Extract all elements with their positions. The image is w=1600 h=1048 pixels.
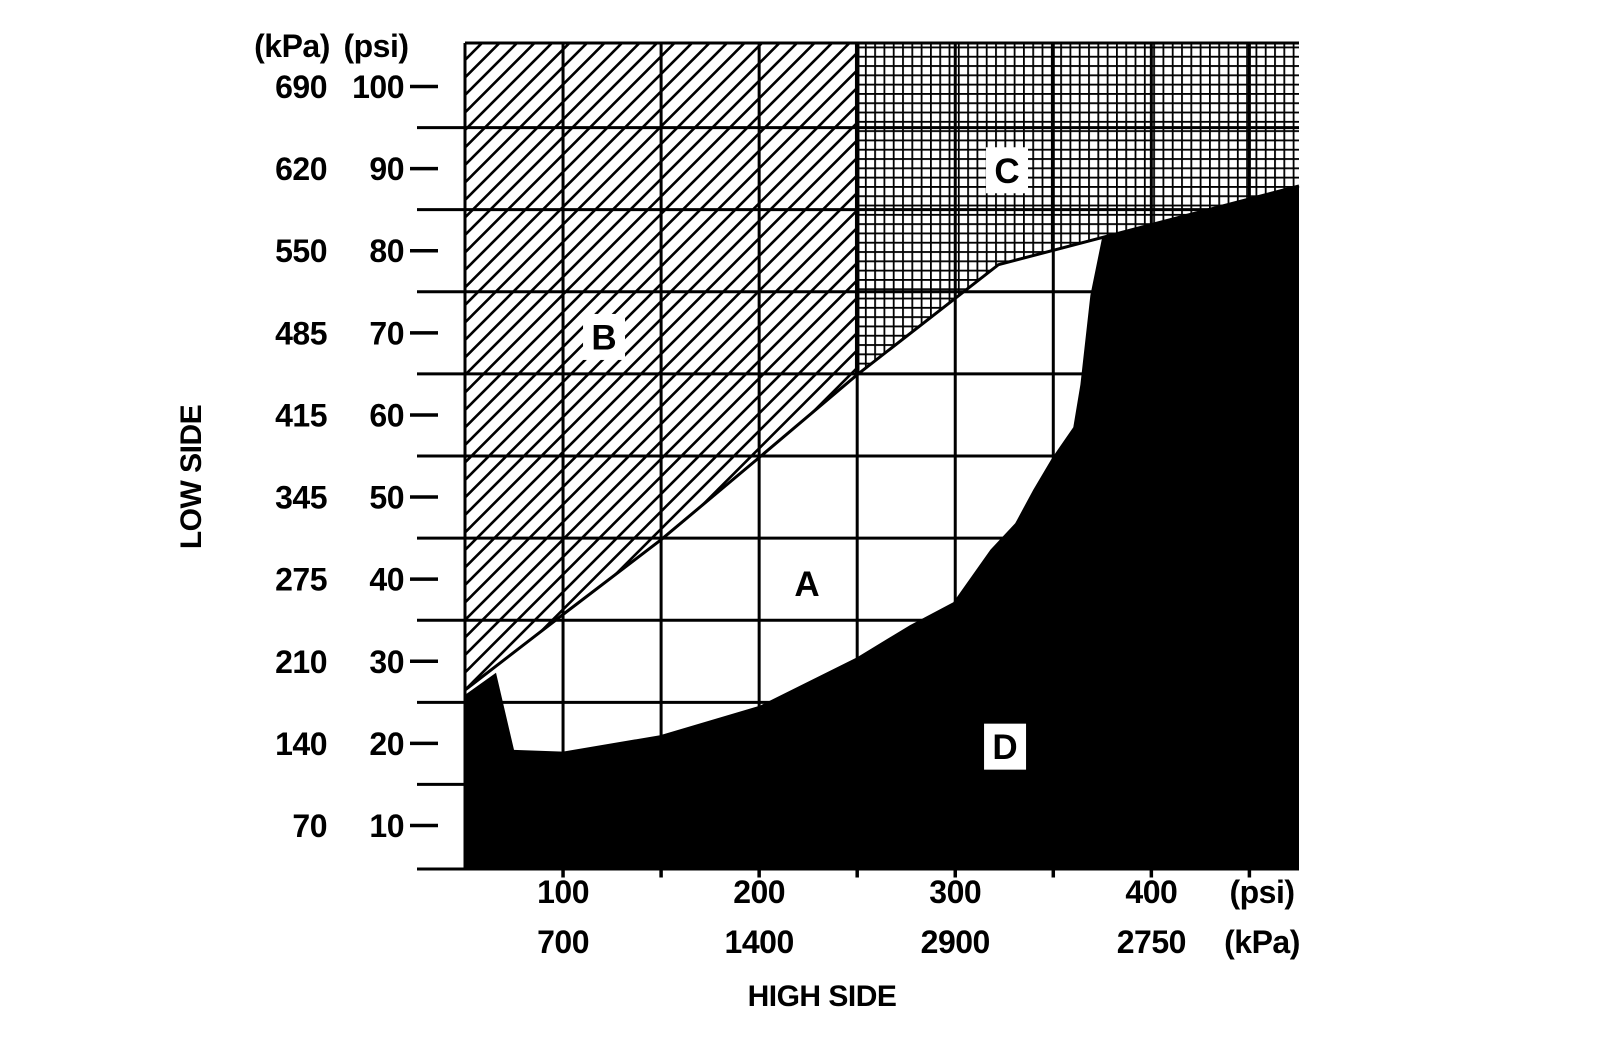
y-tick-psi-label: 60: [369, 397, 404, 433]
region-label-box-d: [984, 723, 1027, 770]
x-tick-kpa-label: 2750: [1117, 924, 1186, 960]
x-axis-title: HIGH SIDE: [748, 980, 897, 1013]
y-tick-psi-label: 90: [369, 151, 404, 187]
y-tick-kpa-label: 485: [275, 315, 327, 351]
c-lower-boundary: [856, 184, 1300, 376]
region-c-area: [857, 43, 1299, 375]
region-label-b: B: [591, 318, 616, 357]
y-tick-psi-label: 10: [369, 808, 404, 844]
region-b-area: [465, 43, 858, 690]
y-axis-psi-header: (psi): [343, 28, 408, 64]
chart-plot-area: 100 690 90 620 80 550 70 485 60 415 50 345 40 275 30 21…: [275, 41, 1300, 960]
region-label-box-c: [986, 147, 1029, 194]
x-tick-psi-label: 400: [1125, 874, 1177, 910]
y-tick-kpa-label: 275: [275, 562, 327, 598]
region-label-c: C: [994, 152, 1019, 191]
region-label-box-a: [785, 560, 828, 607]
y-axis-title: LOW SIDE: [175, 405, 208, 549]
y-tick-kpa-label: 550: [275, 233, 327, 269]
region-label-d: D: [992, 728, 1017, 767]
x-tick-psi-label: 300: [929, 874, 981, 910]
b-lower-boundary: [464, 373, 859, 692]
region-d-area: [465, 185, 1299, 869]
x-axis-psi-unit: (psi): [1229, 874, 1294, 910]
x-tick-psi-label: 100: [537, 874, 589, 910]
x-tick-kpa-label: 1400: [725, 924, 794, 960]
x-tick-kpa-label: 2900: [921, 924, 990, 960]
y-tick-psi-label: 100: [352, 69, 404, 105]
y-tick-kpa-label: 210: [275, 644, 327, 680]
y-tick-psi-label: 20: [369, 726, 404, 762]
y-tick-psi-label: 30: [369, 644, 404, 680]
y-tick-psi-label: 80: [369, 233, 404, 269]
y-tick-kpa-label: 690: [275, 69, 327, 105]
y-tick-psi-label: 50: [369, 480, 404, 516]
y-tick-psi-label: 70: [369, 315, 404, 351]
x-tick-psi-label: 200: [733, 874, 785, 910]
y-tick-kpa-label: 345: [275, 480, 327, 516]
y-axis-title-group: LOW SIDE: [175, 405, 208, 549]
region-label-a: A: [794, 565, 819, 604]
y-tick-kpa-label: 415: [275, 397, 327, 433]
y-tick-kpa-label: 620: [275, 151, 327, 187]
y-tick-kpa-label: 70: [292, 808, 327, 844]
y-tick-psi-label: 40: [369, 562, 404, 598]
y-axis-kpa-header: (kPa): [254, 28, 330, 64]
x-axis-kpa-unit: (kPa): [1224, 924, 1300, 960]
y-tick-kpa-label: 140: [275, 726, 327, 762]
x-tick-kpa-label: 700: [537, 924, 589, 960]
region-label-box-b: [583, 313, 626, 360]
